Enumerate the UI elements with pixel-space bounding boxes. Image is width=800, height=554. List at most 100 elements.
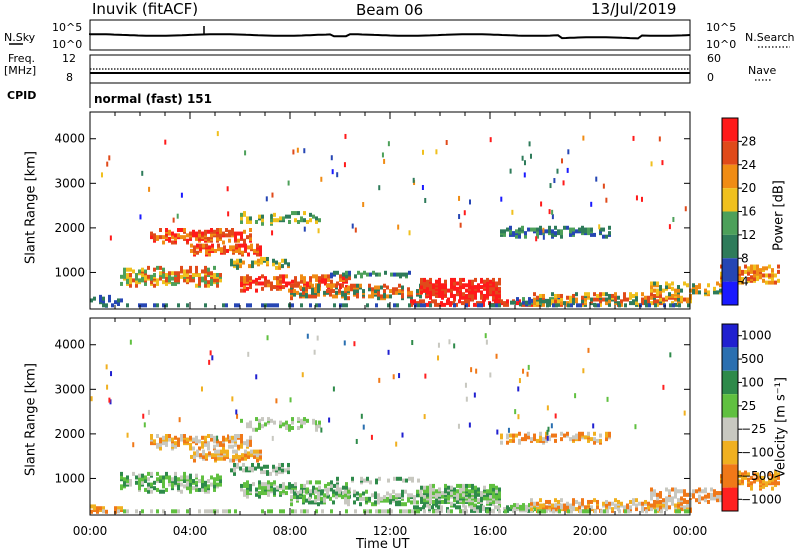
scatter-cell: [719, 494, 722, 499]
scatter-cell: [162, 280, 165, 285]
scatter-cell: [214, 453, 217, 458]
scatter-cell: [523, 160, 526, 166]
scatter-cell: [536, 438, 539, 443]
scatter-cell: [261, 303, 264, 308]
scatter-cell: [659, 494, 662, 499]
scatter-cell: [362, 496, 365, 501]
scatter-cell: [470, 508, 473, 513]
scatter-cell: [356, 283, 359, 288]
scatter-cell: [196, 449, 199, 454]
scatter-cell: [339, 274, 342, 279]
scatter-cell: [290, 283, 293, 288]
scatter-cell: [518, 378, 521, 384]
scatter-cell: [326, 489, 329, 494]
scatter-cell: [165, 471, 168, 476]
scatter-cell: [453, 503, 456, 508]
scatter-cell: [242, 462, 245, 467]
scatter-cell: [141, 480, 144, 485]
scatter-cell: [363, 270, 366, 275]
scatter-cell: [441, 283, 444, 288]
scatter-cell: [515, 301, 518, 306]
scatter-cell: [123, 267, 126, 272]
scatter-cell: [641, 501, 644, 506]
scatter-cell: [266, 260, 269, 265]
scatter-cell: [509, 433, 512, 438]
scatter-cell: [401, 285, 404, 290]
scatter-cell: [378, 509, 381, 514]
scatter-cell: [365, 489, 368, 494]
scatter-cell: [189, 442, 192, 447]
scatter-cell: [204, 283, 207, 288]
scatter-cell: [234, 437, 237, 442]
scatter-cell: [300, 216, 303, 221]
scatter-cell: [653, 492, 656, 497]
scatter-cell: [432, 487, 435, 492]
scatter-cell: [275, 471, 278, 476]
scatter-cell: [208, 252, 211, 257]
scatter-cell: [420, 303, 423, 308]
scatter-cell: [207, 229, 210, 234]
scatter-cell: [540, 201, 543, 207]
scatter-cell: [489, 290, 492, 295]
scatter-cell: [192, 278, 195, 283]
scatter-cell: [581, 498, 584, 503]
scatter-cell: [195, 265, 198, 270]
scatter-cell: [135, 509, 138, 514]
scatter-cell: [302, 287, 305, 292]
scatter-cell: [492, 290, 495, 295]
scatter-cell: [308, 500, 311, 505]
scatter-cell: [270, 213, 273, 219]
scatter-cell: [234, 442, 237, 447]
scatter-cell: [347, 296, 350, 301]
scatter-cell: [557, 499, 560, 504]
scatter-cell: [386, 285, 389, 290]
scatter-cell: [665, 487, 668, 492]
scatter-cell: [315, 219, 318, 224]
scatter-cell: [213, 480, 216, 485]
colorbar-segment: [722, 188, 738, 212]
scatter-cell: [272, 262, 275, 267]
scatter-cell: [275, 398, 278, 404]
scatter-cell: [526, 371, 529, 377]
scatter-cell: [332, 386, 335, 392]
scatter-cell: [432, 283, 435, 288]
scatter-cell: [560, 431, 563, 436]
scatter-cell: [771, 273, 774, 278]
scatter-cell: [227, 434, 230, 440]
scatter-cell: [587, 347, 590, 353]
scatter-cell: [156, 303, 159, 308]
scatter-cell: [291, 211, 294, 216]
scatter-cell: [512, 508, 515, 513]
scatter-cell: [399, 476, 402, 481]
scatter-cell: [698, 498, 701, 503]
scatter-cell: [605, 437, 608, 442]
scatter-cell: [686, 499, 689, 504]
scatter-cell: [483, 496, 486, 501]
scatter-cell: [506, 299, 509, 304]
scatter-cell: [177, 233, 180, 238]
scatter-cell: [686, 297, 689, 302]
scatter-cell: [618, 509, 621, 514]
scatter-cell: [291, 420, 294, 425]
scatter-cell: [744, 269, 747, 274]
scatter-cell: [178, 417, 181, 423]
scatter-cell: [467, 299, 470, 304]
scatter-cell: [214, 456, 217, 461]
scatter-cell: [225, 228, 228, 233]
scatter-cell: [653, 288, 656, 293]
scatter-cell: [596, 293, 599, 298]
scatter-cell: [247, 245, 250, 250]
scatter-cell: [447, 509, 450, 514]
scatter-cell: [605, 297, 608, 302]
scatter-cell: [165, 434, 168, 439]
scatter-cell: [165, 276, 168, 281]
scatter-cell: [677, 293, 680, 298]
scatter-cell: [165, 303, 168, 308]
scatter-cell: [239, 264, 242, 269]
scatter-cell: [459, 487, 462, 492]
scatter-cell: [216, 482, 219, 487]
scatter-cell: [408, 509, 411, 514]
scatter-cell: [171, 235, 174, 240]
scatter-cell: [204, 265, 207, 270]
scatter-cell: [348, 270, 351, 275]
